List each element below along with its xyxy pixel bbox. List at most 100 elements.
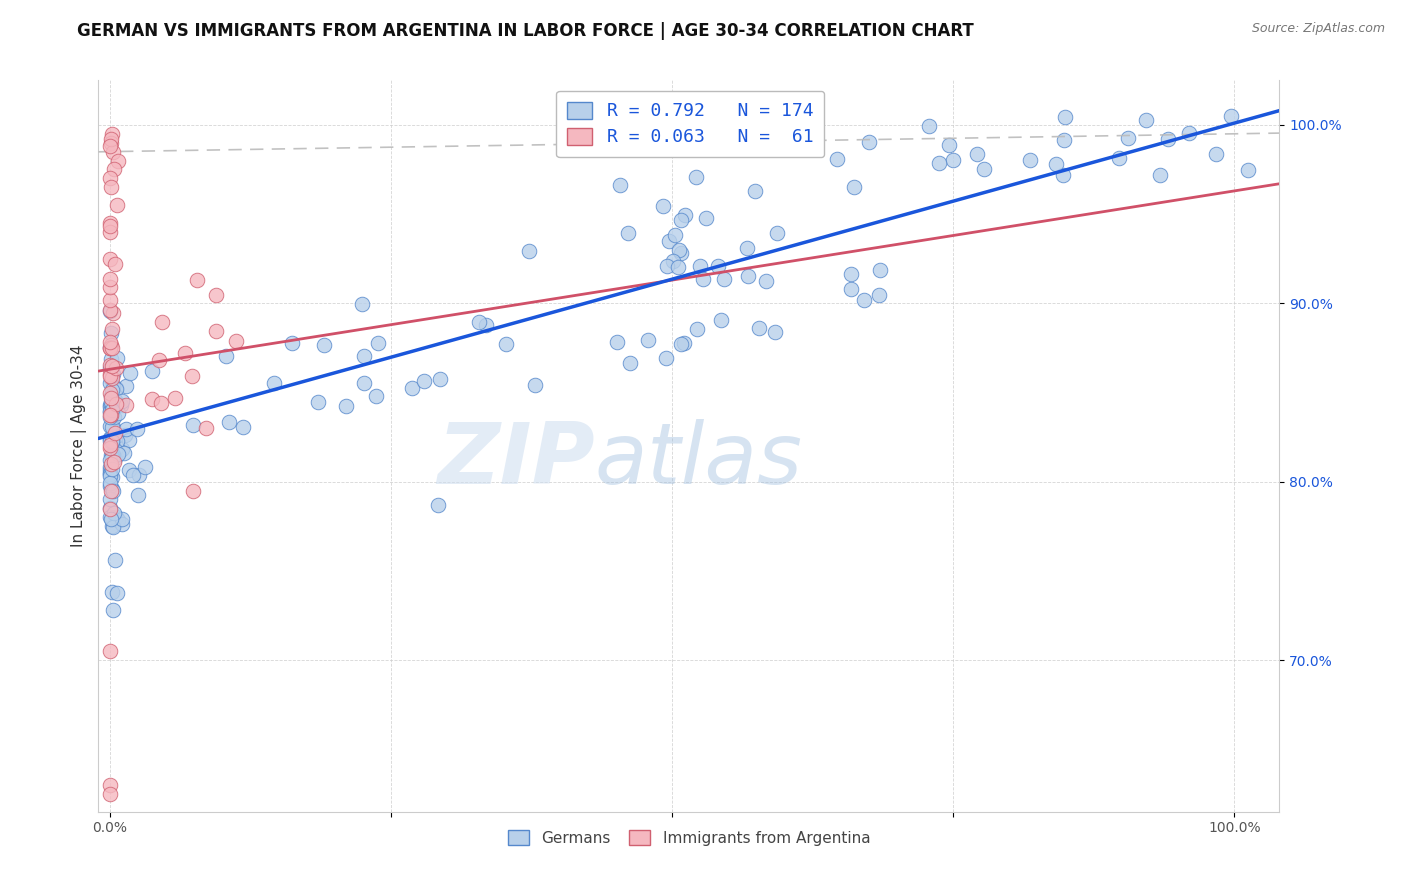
Point (858, 135, 880, 149)
Point (98, 361, 121, 376)
Point (655, 351, 678, 366)
Point (98, 467, 121, 482)
Text: atlas: atlas (595, 419, 803, 502)
Point (673, 336, 696, 351)
Point (666, 260, 689, 275)
Point (114, 422, 136, 436)
Point (98, 271, 121, 285)
Point (669, 245, 692, 260)
Point (686, 322, 709, 336)
Point (100, 457, 122, 471)
Point (121, 467, 143, 482)
Point (263, 376, 285, 390)
Point (114, 428, 136, 442)
Point (98, 441, 121, 455)
Point (148, 352, 170, 367)
Point (101, 306, 124, 320)
Point (744, 184, 766, 198)
Point (125, 421, 148, 435)
Point (689, 259, 711, 273)
Point (100, 448, 122, 462)
Point (149, 395, 172, 409)
Point (100, 409, 122, 423)
Point (98, 469, 121, 483)
Point (100, 450, 122, 465)
Point (1108, 151, 1130, 165)
Point (673, 208, 696, 222)
Point (475, 318, 498, 333)
Point (652, 199, 675, 213)
Point (685, 169, 707, 184)
Point (695, 211, 717, 226)
Point (100, 483, 122, 498)
Point (98, 225, 121, 239)
Point (118, 433, 141, 447)
Point (100, 372, 122, 386)
Point (107, 513, 129, 527)
Point (98, 279, 121, 293)
Point (100, 398, 122, 412)
Point (938, 137, 960, 152)
Point (706, 259, 728, 273)
Point (844, 180, 866, 194)
Point (942, 153, 965, 167)
Point (104, 443, 127, 458)
Point (104, 393, 127, 408)
Point (115, 398, 138, 412)
Point (215, 349, 238, 363)
Point (307, 395, 329, 409)
Point (353, 349, 375, 363)
Point (98, 139, 121, 153)
Point (98, 408, 121, 422)
Point (98, 368, 121, 383)
Point (918, 120, 941, 134)
Point (141, 392, 163, 407)
Point (98, 293, 121, 307)
Point (100, 395, 122, 409)
Point (181, 369, 204, 384)
Point (98, 467, 121, 481)
Point (114, 379, 136, 393)
Point (1135, 112, 1157, 127)
Point (100, 322, 122, 336)
Point (98, 419, 121, 434)
Point (98, 432, 121, 446)
Point (100, 371, 122, 385)
Point (111, 516, 134, 531)
Point (105, 351, 128, 366)
Point (103, 145, 125, 159)
Point (101, 483, 124, 498)
Point (104, 553, 127, 567)
Point (98, 501, 121, 516)
Point (104, 360, 127, 375)
Point (107, 447, 129, 461)
Point (495, 336, 517, 351)
Point (427, 498, 450, 512)
Point (98, 501, 121, 516)
Point (101, 449, 124, 463)
Point (606, 335, 628, 350)
Point (401, 381, 423, 395)
Point (366, 336, 388, 351)
Point (103, 455, 125, 469)
Point (98, 398, 121, 412)
Point (101, 520, 124, 534)
Point (105, 198, 128, 212)
Point (98, 438, 121, 452)
Point (112, 445, 135, 459)
Point (1178, 127, 1201, 141)
Point (281, 336, 304, 351)
Point (104, 510, 127, 524)
Point (98, 403, 121, 417)
Point (104, 426, 127, 441)
Point (100, 180, 122, 194)
Point (101, 585, 124, 599)
Point (617, 226, 640, 240)
Point (335, 400, 357, 414)
Point (353, 376, 375, 390)
Point (100, 470, 122, 484)
Point (669, 337, 692, 351)
Point (101, 511, 124, 525)
Point (98, 303, 121, 318)
Point (655, 259, 678, 273)
